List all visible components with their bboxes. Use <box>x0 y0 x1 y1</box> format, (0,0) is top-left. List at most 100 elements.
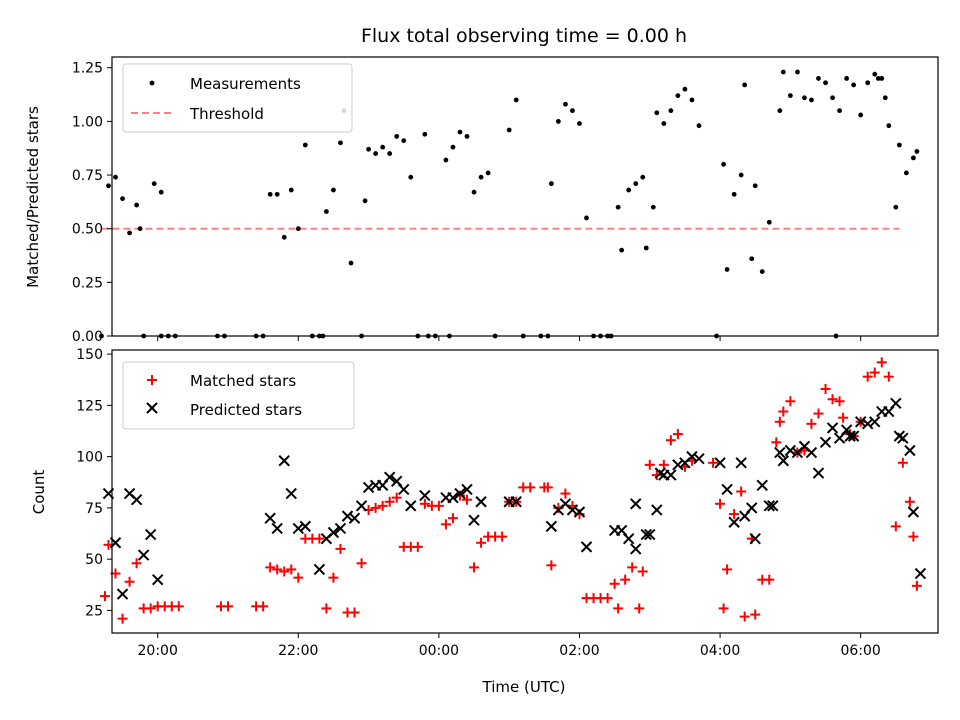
predicted-star-point-b <box>299 520 312 533</box>
predicted-star-point <box>130 493 143 506</box>
count-legend-box <box>122 361 355 430</box>
measurement-point <box>485 170 491 176</box>
predicted-star-point <box>826 422 839 434</box>
matched-star-point <box>469 562 480 573</box>
measurement-point <box>823 80 828 86</box>
matched-star-point <box>876 357 887 368</box>
measurement-point <box>661 121 667 126</box>
predicted-star-point-b <box>767 500 779 512</box>
count-x-axis: 20:00 22:00 00:00 02:00 04:00 06:00 <box>138 633 881 659</box>
matched-star-point <box>321 603 332 614</box>
predicted-star-point <box>749 532 761 545</box>
predicted-star-point-b <box>573 506 586 518</box>
predicted-star-point-b <box>819 436 832 448</box>
predicted-star-point <box>398 483 410 496</box>
matched-star-point <box>440 519 451 530</box>
count-x-tick-label: 02:00 <box>559 643 599 659</box>
ratio-legend: Measurements Threshold <box>122 63 353 133</box>
matched-star-point <box>718 603 729 614</box>
measurement-point <box>338 140 343 146</box>
predicted-star-point-b <box>721 483 733 496</box>
matched-star-point <box>764 574 775 585</box>
predicted-star-point-b <box>869 416 881 428</box>
predicted-star-point-b <box>116 588 129 600</box>
measurement-point <box>506 127 512 133</box>
matched-star-point <box>391 492 402 503</box>
ratio-legend-box <box>122 63 353 133</box>
predicted-star-point <box>447 491 459 504</box>
predicted-star-point <box>341 510 354 522</box>
measurement-point <box>780 69 786 75</box>
predicted-star-point-b <box>545 520 558 533</box>
predicted-star-point-b <box>327 526 340 539</box>
predicted-star-point <box>777 455 790 467</box>
predicted-star-point-b <box>904 444 916 457</box>
matched-star-point <box>542 482 553 493</box>
measurement-point <box>830 95 835 101</box>
measurement-point <box>752 183 758 189</box>
predicted-star-point-b <box>840 424 853 436</box>
matched-star-point <box>883 371 894 382</box>
matched-star-point <box>897 457 908 468</box>
matched-star-point <box>806 418 817 429</box>
count-y-axis-label: Count <box>30 470 48 515</box>
predicted-star-point-b <box>665 469 677 481</box>
predicted-star-point-b <box>419 489 431 502</box>
measurement-point <box>373 151 379 156</box>
measurement-point <box>759 269 765 275</box>
predicted-star-point <box>812 467 825 479</box>
predicted-star-point <box>728 516 740 528</box>
matched-star-point <box>708 457 719 468</box>
measurement-point <box>548 181 554 187</box>
measurement-point <box>721 161 726 167</box>
matched-star-point <box>433 500 444 511</box>
measurement-point <box>675 93 681 99</box>
measurement-point <box>120 196 125 202</box>
matched-star-point <box>99 591 110 602</box>
predicted-star-point <box>847 430 860 442</box>
measurement-point <box>331 187 336 193</box>
matched-star-point <box>117 613 128 624</box>
predicted-star-point <box>475 496 487 508</box>
predicted-star-point <box>116 588 129 600</box>
predicted-star-point-b <box>812 467 825 479</box>
predicted-star-point <box>914 567 927 580</box>
matched-star-point <box>476 537 487 548</box>
predicted-star-point <box>405 500 417 512</box>
measurement-point <box>281 234 287 240</box>
measurement-point <box>274 191 280 197</box>
measurement-point <box>910 155 916 161</box>
predicted-star-point-b <box>756 479 768 492</box>
count-y-tick-label: 75 <box>85 501 103 517</box>
measurement-point <box>865 80 871 86</box>
predicted-star-point <box>461 483 473 496</box>
legend-marker-measurements <box>149 80 155 86</box>
predicted-star-point <box>693 452 705 465</box>
predicted-star-point-b <box>763 500 775 512</box>
predicted-star-point <box>151 573 164 586</box>
predicted-star-point <box>348 512 361 524</box>
count-y-axis: 25 50 75 100 125 150 <box>76 347 112 619</box>
matched-star-point <box>609 578 620 589</box>
predicted-star-point-b <box>714 457 726 469</box>
predicted-star-point-b <box>672 459 684 471</box>
matched-star-point <box>335 543 346 554</box>
measurement-point <box>626 187 632 193</box>
matched-star-point <box>634 603 645 614</box>
predicted-star-point-b <box>468 514 480 526</box>
predicted-star-point <box>672 459 684 471</box>
predicted-star-point-b <box>454 487 466 500</box>
matched-star-point <box>377 500 388 511</box>
predicted-star-point <box>861 418 874 430</box>
matched-star-point <box>736 486 747 497</box>
matched-star-point <box>145 603 156 614</box>
count-x-tick-label: 06:00 <box>840 643 880 659</box>
measurement-point <box>158 189 164 195</box>
legend-label-predicted: Predicted stars <box>190 401 302 419</box>
matched-star-point <box>774 416 785 427</box>
predicted-star-point <box>746 502 758 514</box>
predicted-star-point-b <box>151 573 164 586</box>
count-plot-frame <box>111 349 939 634</box>
predicted-star-point <box>721 483 733 496</box>
count-legend: Matched stars Predicted stars <box>122 361 355 430</box>
